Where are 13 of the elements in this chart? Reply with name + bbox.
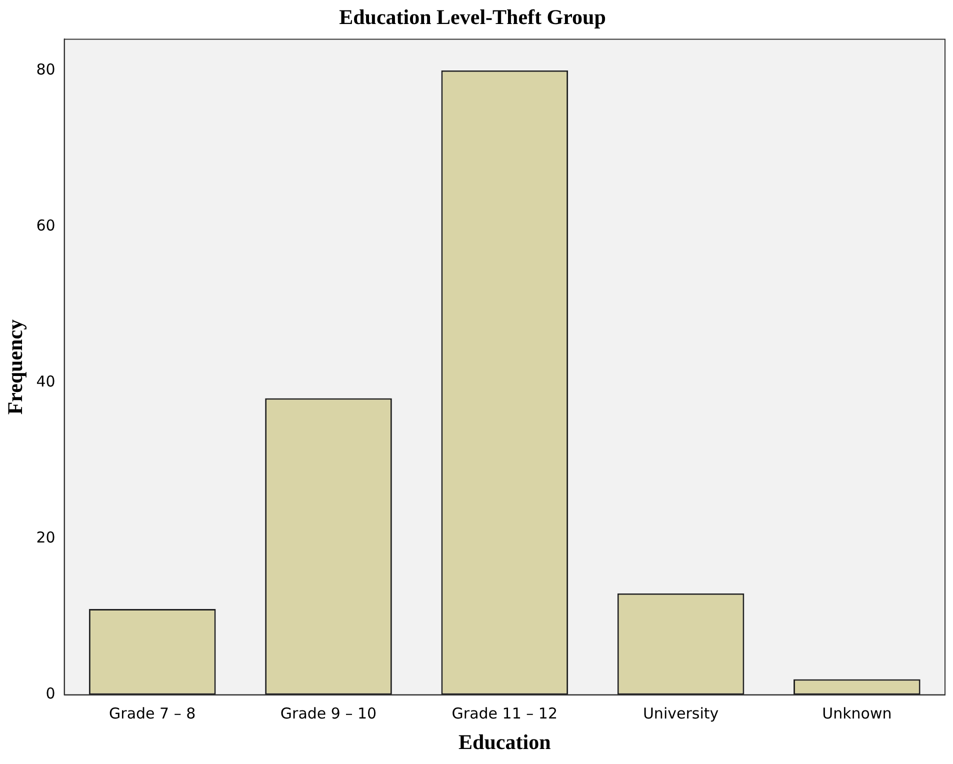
y-tick-label: 60 xyxy=(36,216,56,234)
y-tick-label: 20 xyxy=(36,528,56,547)
y-tick-label: 40 xyxy=(36,372,56,390)
x-axis-title: Education xyxy=(458,730,552,754)
y-tick-label: 0 xyxy=(46,684,56,703)
y-axis-title: Frequency xyxy=(3,318,28,415)
x-tick-label: Grade 9 – 10 xyxy=(280,704,377,723)
chart-title: Education Level-Theft Group xyxy=(339,5,606,30)
x-tick-label: Unknown xyxy=(822,704,892,723)
y-tick-label: 80 xyxy=(36,60,56,78)
x-tick-label: Grade 7 – 8 xyxy=(109,704,196,723)
x-tick-label: University xyxy=(642,704,719,723)
x-tick-label: Grade 11 – 12 xyxy=(452,704,558,723)
